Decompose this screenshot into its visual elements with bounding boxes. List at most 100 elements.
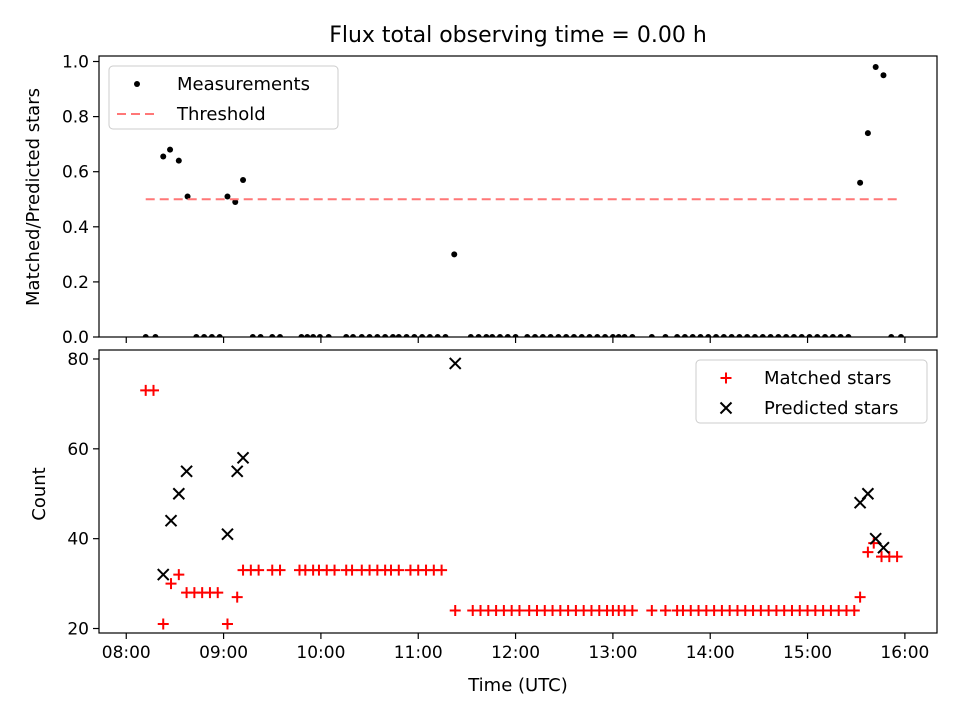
- measurement-point: [532, 334, 539, 337]
- matched-star-marker: [646, 605, 658, 617]
- measurement-point: [366, 334, 373, 337]
- measurement-point: [648, 334, 655, 337]
- predicted-star-marker: [221, 527, 234, 541]
- measurement-point: [602, 334, 609, 337]
- measurement-point: [277, 334, 284, 337]
- figure-title: Flux total observing time = 0.00 h: [329, 23, 707, 48]
- x-tick-label: 09:00: [199, 643, 248, 663]
- measurement-point: [806, 334, 813, 337]
- measurement-point: [897, 334, 904, 337]
- measurement-point: [257, 334, 264, 337]
- measurement-point: [674, 334, 681, 337]
- measurement-point: [419, 334, 426, 337]
- matched-star-marker: [626, 605, 638, 617]
- legend-measurement-swatch: [134, 81, 140, 87]
- measurement-point: [681, 334, 688, 337]
- measurement-point: [152, 334, 159, 337]
- measurement-point: [325, 334, 332, 337]
- top-panel: 0.0 0.2 0.4 0.6 0.8 1.0 Measurements Threshold: [62, 53, 938, 348]
- legend-label: Matched stars: [764, 368, 891, 389]
- predicted-star-marker: [157, 568, 170, 581]
- measurement-point: [224, 193, 231, 200]
- measurement-point: [426, 334, 433, 337]
- matched-star-marker: [173, 569, 185, 581]
- measurement-point: [193, 334, 200, 337]
- x-tick-label: 11:00: [394, 643, 443, 663]
- measurement-point: [814, 334, 821, 337]
- predicted-star-marker: [164, 514, 178, 527]
- x-tick-label: 16:00: [880, 643, 929, 663]
- measurement-point: [759, 334, 766, 337]
- measurement-point: [442, 334, 449, 337]
- measurement-point: [615, 334, 622, 337]
- measurement-point: [629, 334, 636, 337]
- measurement-point: [744, 334, 751, 337]
- measurement-point: [496, 334, 503, 337]
- axes-frame: [98, 55, 938, 338]
- measurement-point: [403, 334, 410, 337]
- legend-label: Measurements: [177, 74, 310, 95]
- x-tick-label: 14:00: [686, 643, 735, 663]
- measurement-point: [316, 334, 323, 337]
- measurement-point: [504, 334, 511, 337]
- measurement-point: [705, 334, 712, 337]
- measurement-point: [208, 334, 215, 337]
- matched-star-marker: [659, 605, 671, 617]
- y-tick-label: 0.8: [62, 108, 89, 128]
- measurement-point: [857, 179, 864, 186]
- legend-predicted-swatch: [719, 401, 733, 415]
- data-layer: [140, 357, 903, 630]
- measurement-point: [720, 334, 727, 337]
- measurement-point: [512, 334, 519, 337]
- bottom-panel: 08:00 09:00 10:00 11:00 12:00 13:00 14:00 15:00…: [67, 349, 938, 663]
- measurement-point: [767, 334, 774, 337]
- x-tick-label: 13:00: [588, 643, 637, 663]
- measurement-point: [475, 334, 482, 337]
- x-tick-label: 12:00: [491, 643, 540, 663]
- matched-star-marker: [862, 546, 874, 558]
- legend-matched-swatch: [720, 372, 732, 384]
- measurement-point: [467, 334, 474, 337]
- predicted-star-marker: [449, 357, 462, 370]
- measurement-point: [184, 193, 191, 200]
- measurement-point: [880, 72, 887, 79]
- x-tick-label: 15:00: [783, 643, 832, 663]
- measurement-point: [269, 334, 276, 337]
- measurement-point: [489, 334, 496, 337]
- measurement-point: [374, 334, 381, 337]
- matched-star-marker: [513, 605, 525, 617]
- measurement-point: [539, 334, 546, 337]
- measurement-point: [586, 334, 593, 337]
- matched-star-marker: [854, 591, 866, 603]
- measurement-point: [310, 334, 317, 337]
- matched-star-marker: [253, 564, 265, 576]
- y-tick-label: 40: [67, 530, 89, 550]
- bottom-y-axis-label: Count: [29, 467, 50, 520]
- measurement-point: [232, 199, 239, 206]
- matched-star-marker: [393, 564, 405, 576]
- measurement-point: [798, 334, 805, 337]
- measurement-point: [547, 334, 554, 337]
- legend-label: Predicted stars: [764, 398, 898, 419]
- matched-star-marker: [891, 551, 903, 563]
- measurement-point: [216, 334, 223, 337]
- measurement-point: [662, 334, 669, 337]
- measurement-point: [697, 334, 704, 337]
- measurement-point: [736, 334, 743, 337]
- measurement-point: [872, 64, 879, 71]
- measurement-point: [594, 334, 601, 337]
- measurement-point: [249, 334, 256, 337]
- measurement-point: [240, 176, 247, 183]
- measurement-point: [563, 334, 570, 337]
- matched-star-marker: [436, 564, 448, 576]
- predicted-star-marker: [172, 487, 186, 500]
- predicted-star-marker: [180, 465, 193, 478]
- matched-star-marker: [165, 578, 177, 590]
- measurement-point: [483, 334, 490, 337]
- measurement-point: [775, 334, 782, 337]
- legend: Matched stars Predicted stars: [695, 359, 928, 424]
- measurement-point: [142, 334, 149, 337]
- predicted-star-marker: [236, 451, 250, 465]
- top-y-axis-label: Matched/Predicted stars: [23, 88, 44, 306]
